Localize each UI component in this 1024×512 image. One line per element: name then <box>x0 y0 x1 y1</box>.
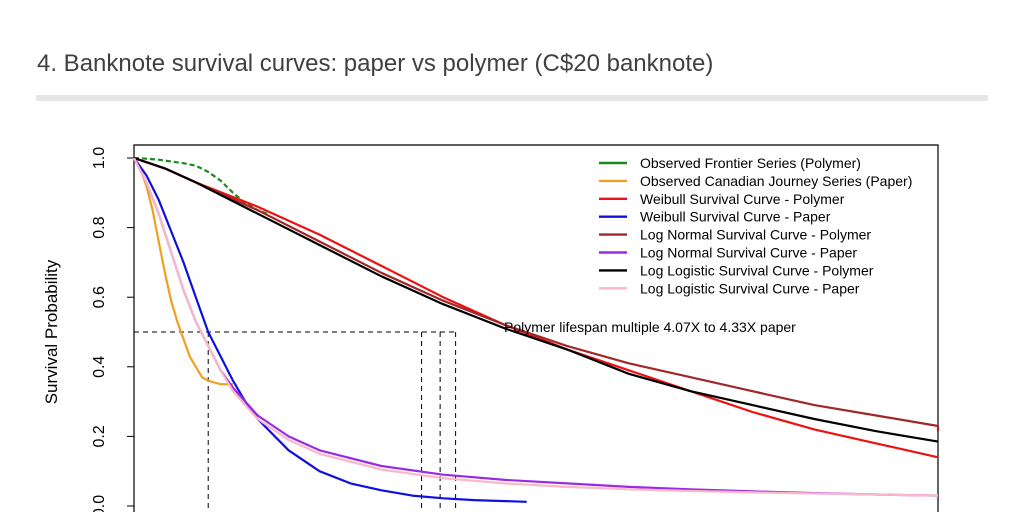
chart-legend: Observed Frontier Series (Polymer) Observ… <box>599 155 912 296</box>
y-tick-label: 0.8 <box>91 216 108 238</box>
series-line <box>133 157 527 503</box>
legend-label: Log Normal Survival Curve - Polymer <box>640 227 871 243</box>
y-tick-label: 1.0 <box>91 147 108 169</box>
lifespan-annotation: Polymer lifespan multiple 4.07X to 4.33X… <box>504 319 796 335</box>
reference-lines <box>134 331 457 512</box>
title-divider <box>36 95 988 101</box>
y-axis: 0.0 0.2 0.4 0.6 0.8 1.0 <box>91 147 134 512</box>
legend-label: Log Logistic Survival Curve - Paper <box>640 280 860 296</box>
series-line <box>133 157 233 386</box>
legend-label: Log Logistic Survival Curve - Polymer <box>640 262 874 278</box>
legend-label: Observed Canadian Journey Series (Paper) <box>640 173 912 189</box>
series-line <box>133 156 939 459</box>
slide-title: 4. Banknote survival curves: paper vs po… <box>37 50 714 77</box>
legend-label: Observed Frontier Series (Polymer) <box>640 155 861 171</box>
y-axis-label: Survival Probability <box>42 259 61 404</box>
plot-frame <box>133 144 939 512</box>
y-tick-label: 0.0 <box>91 495 108 512</box>
y-tick-label: 0.6 <box>91 286 108 308</box>
plot-border <box>133 144 939 512</box>
series-line <box>133 157 939 497</box>
series-line <box>133 156 940 432</box>
y-tick-label: 0.4 <box>91 356 108 378</box>
legend-label: Weibull Survival Curve - Paper <box>640 209 831 225</box>
series-lines <box>133 156 940 503</box>
y-tick-label: 0.2 <box>91 425 108 447</box>
legend-label: Log Normal Survival Curve - Paper <box>640 245 857 261</box>
series-line <box>133 156 939 443</box>
legend-label: Weibull Survival Curve - Polymer <box>640 191 845 207</box>
